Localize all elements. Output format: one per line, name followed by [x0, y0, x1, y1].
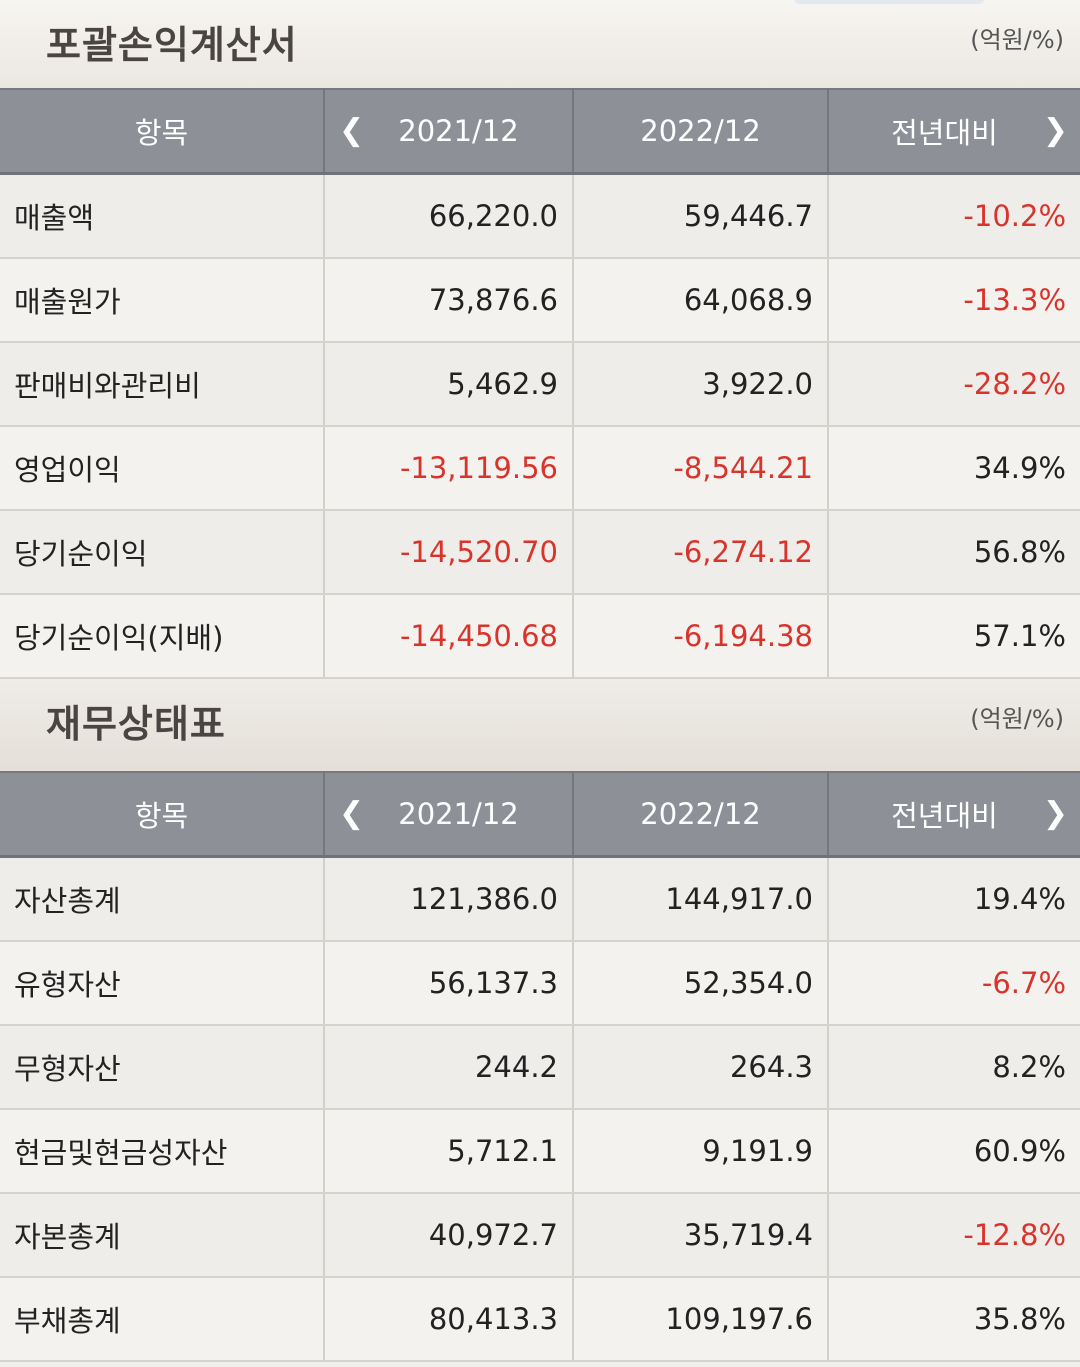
column-header-year2: 2022/12	[573, 771, 829, 858]
row-label: 당기순이익(지배)	[0, 594, 325, 679]
column-header-label: 항목	[134, 799, 189, 833]
balance-sheet-section: 재무상태표 (억원/%) 항목 ❮ 2021/12 2022/12	[0, 679, 1080, 1362]
table-row: 당기순이익(지배) -14,450.68 -6,194.38 57.1%	[0, 594, 1080, 679]
column-header-label: 2022/12	[640, 114, 761, 148]
table-row: 매출액 66,220.0 59,446.7 -10.2%	[0, 173, 1080, 259]
balance-sheet-header: 재무상태표 (억원/%)	[0, 679, 1080, 771]
value-2021: 66,220.0	[324, 173, 574, 259]
value-2022: -6,194.38	[573, 594, 829, 679]
value-yoy: -10.2%	[828, 173, 1080, 259]
column-header-label: 전년대비	[891, 116, 998, 150]
table-row: 영업이익 -13,119.56 -8,544.21 34.9%	[0, 426, 1080, 511]
value-yoy: -13.3%	[828, 258, 1080, 343]
table-row: 자본총계 40,972.7 35,719.4 -12.8%	[0, 1193, 1080, 1278]
table-row: 판매비와관리비 5,462.9 3,922.0 -28.2%	[0, 342, 1080, 427]
value-2022: 264.3	[573, 1025, 829, 1110]
chevron-left-icon[interactable]: ❮	[339, 796, 365, 831]
value-2021: 40,972.7	[324, 1193, 574, 1278]
value-yoy: 57.1%	[828, 594, 1080, 679]
section-title: 포괄손익계산서	[46, 23, 298, 67]
row-label: 자본총계	[0, 1193, 325, 1278]
value-2022: 59,446.7	[573, 173, 829, 259]
value-yoy: -6.7%	[828, 941, 1080, 1026]
row-label: 무형자산	[0, 1025, 325, 1110]
value-2021: 5,462.9	[324, 342, 574, 427]
column-header-label: 2021/12	[398, 114, 519, 148]
income-statement-table: 항목 ❮ 2021/12 2022/12 전년대비 ❯	[0, 88, 1080, 679]
value-yoy: 56.8%	[828, 510, 1080, 595]
row-label: 현금및현금성자산	[0, 1109, 325, 1194]
chevron-right-icon[interactable]: ❯	[1042, 113, 1068, 148]
column-header-label: 2021/12	[398, 797, 519, 831]
value-2022: -6,274.12	[573, 510, 829, 595]
value-2021: 80,413.3	[324, 1277, 574, 1362]
value-2021: -13,119.56	[324, 426, 574, 511]
row-label: 영업이익	[0, 426, 325, 511]
row-label: 판매비와관리비	[0, 342, 325, 427]
unit-label: (억원/%)	[970, 26, 1064, 54]
table-row: 부채총계 80,413.3 109,197.6 35.8%	[0, 1277, 1080, 1362]
table-row: 유형자산 56,137.3 52,354.0 -6.7%	[0, 941, 1080, 1026]
column-header-yoy: 전년대비 ❯	[828, 88, 1080, 175]
value-2022: -8,544.21	[573, 426, 829, 511]
column-header-yoy: 전년대비 ❯	[828, 771, 1080, 858]
value-yoy: 60.9%	[828, 1109, 1080, 1194]
chevron-right-icon[interactable]: ❯	[1042, 796, 1068, 831]
decorative-bar	[794, 0, 984, 4]
column-header-label: 항목	[134, 116, 189, 150]
row-label: 당기순이익	[0, 510, 325, 595]
value-2022: 64,068.9	[573, 258, 829, 343]
row-label: 자산총계	[0, 856, 325, 942]
section-title: 재무상태표	[46, 702, 226, 746]
column-header-label: 2022/12	[640, 797, 761, 831]
table-header-row: 항목 ❮ 2021/12 2022/12 전년대비 ❯	[0, 88, 1080, 175]
table-header-row: 항목 ❮ 2021/12 2022/12 전년대비 ❯	[0, 771, 1080, 858]
value-yoy: 35.8%	[828, 1277, 1080, 1362]
value-2022: 3,922.0	[573, 342, 829, 427]
value-yoy: 34.9%	[828, 426, 1080, 511]
table-row: 당기순이익 -14,520.70 -6,274.12 56.8%	[0, 510, 1080, 595]
column-header-year1: ❮ 2021/12	[324, 88, 574, 175]
row-label: 유형자산	[0, 941, 325, 1026]
value-2021: 5,712.1	[324, 1109, 574, 1194]
column-header-item: 항목	[0, 88, 325, 175]
income-statement-section: 포괄손익계산서 (억원/%) 항목 ❮ 2021/12 2022/12	[0, 0, 1080, 679]
column-header-year1: ❮ 2021/12	[324, 771, 574, 858]
balance-sheet-table: 항목 ❮ 2021/12 2022/12 전년대비 ❯	[0, 771, 1080, 1362]
row-label: 매출원가	[0, 258, 325, 343]
value-yoy: 8.2%	[828, 1025, 1080, 1110]
value-yoy: -28.2%	[828, 342, 1080, 427]
value-2022: 109,197.6	[573, 1277, 829, 1362]
table-row: 자산총계 121,386.0 144,917.0 19.4%	[0, 856, 1080, 942]
value-2021: 73,876.6	[324, 258, 574, 343]
column-header-item: 항목	[0, 771, 325, 858]
value-2022: 35,719.4	[573, 1193, 829, 1278]
income-statement-header: 포괄손익계산서 (억원/%)	[0, 0, 1080, 88]
value-2022: 9,191.9	[573, 1109, 829, 1194]
value-yoy: 19.4%	[828, 856, 1080, 942]
value-2022: 52,354.0	[573, 941, 829, 1026]
value-yoy: -12.8%	[828, 1193, 1080, 1278]
value-2021: -14,450.68	[324, 594, 574, 679]
chevron-left-icon[interactable]: ❮	[339, 113, 365, 148]
value-2021: 56,137.3	[324, 941, 574, 1026]
row-label: 부채총계	[0, 1277, 325, 1362]
column-header-year2: 2022/12	[573, 88, 829, 175]
value-2021: 121,386.0	[324, 856, 574, 942]
value-2021: 244.2	[324, 1025, 574, 1110]
column-header-label: 전년대비	[891, 799, 998, 833]
value-2022: 144,917.0	[573, 856, 829, 942]
value-2021: -14,520.70	[324, 510, 574, 595]
row-label: 매출액	[0, 173, 325, 259]
table-row: 무형자산 244.2 264.3 8.2%	[0, 1025, 1080, 1110]
table-row: 현금및현금성자산 5,712.1 9,191.9 60.9%	[0, 1109, 1080, 1194]
unit-label: (억원/%)	[970, 705, 1064, 733]
table-row: 매출원가 73,876.6 64,068.9 -13.3%	[0, 258, 1080, 343]
